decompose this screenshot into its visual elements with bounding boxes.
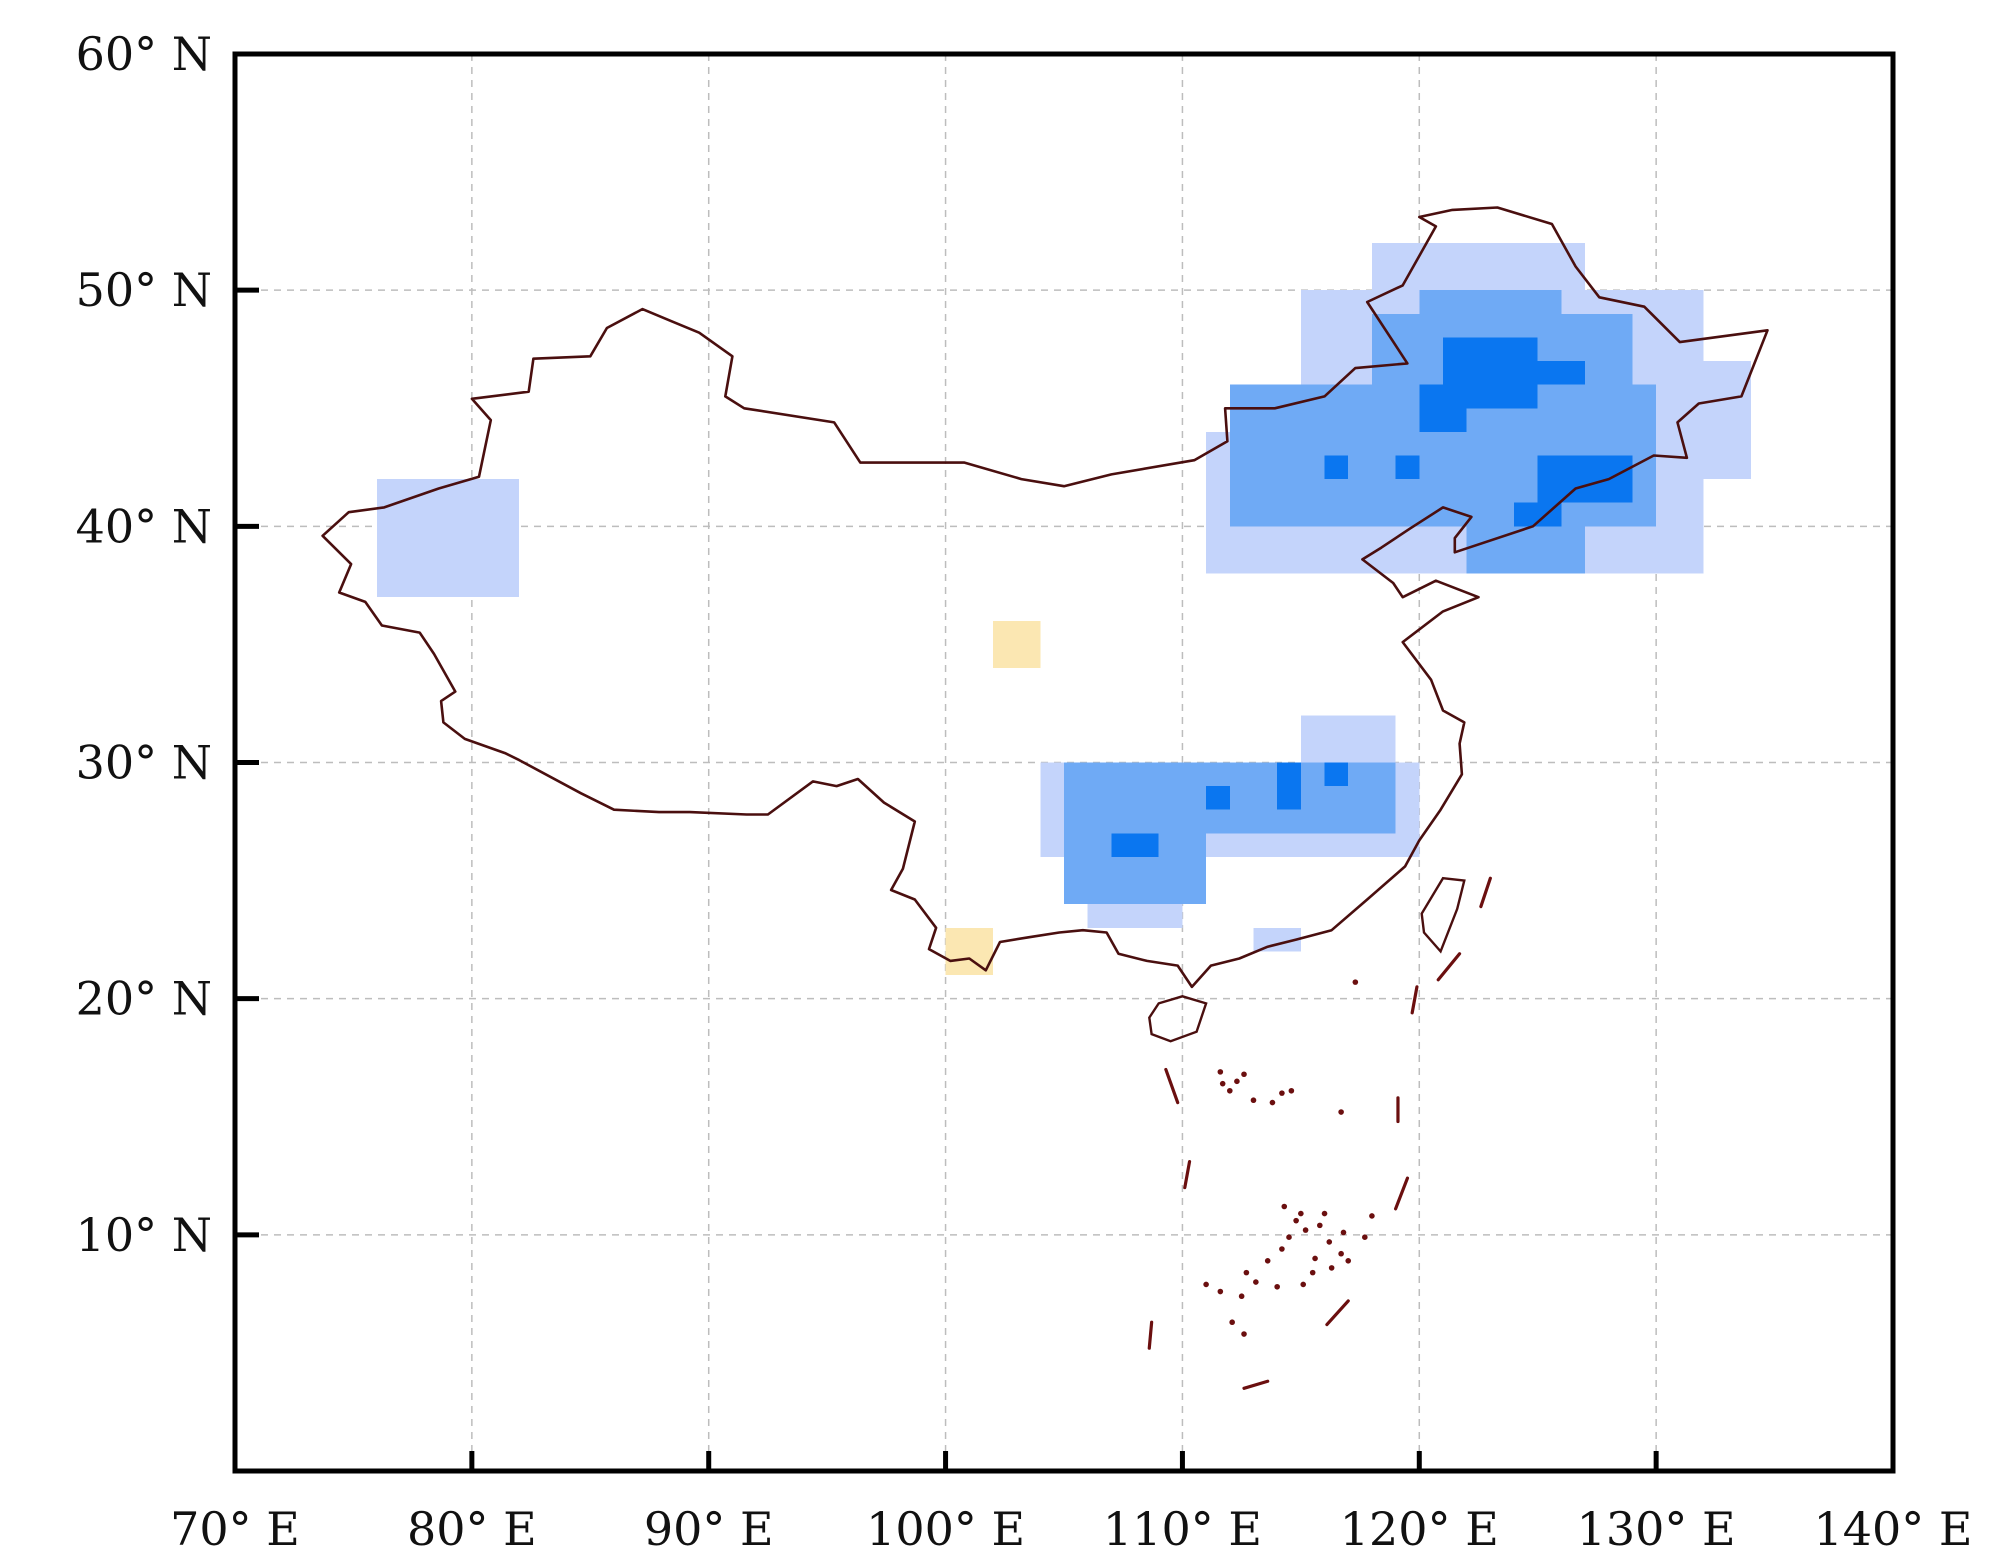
island-dot-24 — [1238, 1293, 1245, 1300]
island-dot-25 — [1274, 1283, 1280, 1290]
nine-dash-line-segment-0 — [1164, 1067, 1180, 1105]
y-tick-label-10: 10° N — [76, 1208, 212, 1262]
island-dot-6 — [1269, 1099, 1276, 1106]
data-cell-light-blue-5 — [1371, 242, 1586, 291]
nine-dash-line-segment-5 — [1393, 1176, 1410, 1211]
data-cell-medium-blue-10 — [1466, 526, 1586, 574]
island-dot-31 — [1229, 1319, 1235, 1326]
nine-dash-line-segment-1 — [1183, 1160, 1192, 1190]
y-tick-label-20: 20° N — [76, 972, 212, 1026]
y-tick-label-50: 50° N — [76, 263, 212, 317]
nine-dash-line-segment-8 — [1436, 952, 1462, 982]
island-dot-14 — [1293, 1217, 1299, 1224]
island-dot-32 — [1203, 1281, 1209, 1288]
island-dot-37 — [1286, 1234, 1292, 1240]
hainan-island-outline — [1148, 995, 1208, 1043]
island-dot-15 — [1302, 1227, 1309, 1233]
island-dot-3 — [1227, 1087, 1233, 1094]
x-tick-label-80: 80° E — [407, 1502, 537, 1556]
island-dot-8 — [1250, 1097, 1257, 1104]
nine-dash-line-segment-2 — [1147, 1320, 1154, 1350]
island-dot-26 — [1300, 1281, 1307, 1288]
x-tick-label-100: 100° E — [866, 1502, 1025, 1556]
data-cell-dark-blue-26 — [1277, 762, 1301, 810]
island-dot-5 — [1279, 1090, 1285, 1096]
data-cell-light-yellow-1 — [992, 620, 1041, 669]
y-tick-label-40: 40° N — [76, 499, 212, 553]
data-cell-dark-blue-16 — [1324, 455, 1349, 480]
taiwan-island-outline — [1420, 876, 1466, 954]
data-cell-dark-blue-13 — [1537, 361, 1586, 385]
data-cell-light-blue-20 — [1300, 715, 1396, 763]
data-cell-dark-blue-15 — [1514, 502, 1562, 527]
nine-dash-line-segment-4 — [1325, 1299, 1350, 1327]
x-tick-label-90: 90° E — [644, 1502, 774, 1556]
data-cell-dark-blue-27 — [1324, 762, 1349, 787]
x-tick-label-70: 70° E — [170, 1502, 300, 1556]
y-tick-label-60: 60° N — [76, 27, 212, 81]
data-cell-dark-blue-25 — [1206, 786, 1230, 810]
island-dot-30 — [1241, 1331, 1247, 1337]
island-dot-0 — [1234, 1078, 1240, 1085]
y-tick-label-30: 30° N — [76, 736, 212, 790]
x-tick-label-140: 140° E — [1813, 1502, 1972, 1556]
island-dot-17 — [1326, 1239, 1333, 1245]
island-dot-34 — [1309, 1269, 1316, 1276]
island-dot-12 — [1362, 1234, 1368, 1240]
data-cell-light-yellow-2 — [945, 927, 993, 976]
data-cell-light-blue-0 — [377, 479, 520, 598]
data-cell-medium-blue-9 — [1419, 290, 1562, 314]
china-border-outline — [321, 206, 1769, 989]
island-dot-4 — [1217, 1069, 1224, 1075]
island-dot-29 — [1321, 1210, 1328, 1217]
island-dot-16 — [1317, 1222, 1323, 1229]
nine-dash-line-segment-9 — [1479, 876, 1492, 909]
island-dot-18 — [1338, 1250, 1344, 1257]
nine-dash-line-segment-3 — [1242, 1379, 1270, 1390]
island-dot-27 — [1328, 1265, 1335, 1271]
data-cells — [377, 242, 1751, 976]
island-dot-28 — [1345, 1258, 1352, 1264]
y-axis-ticks: 10° N 20° N 30° N 40° N 50° N 60° N — [76, 27, 259, 1262]
data-cell-light-blue-21 — [1253, 927, 1301, 952]
data-cell-dark-blue-24 — [1111, 833, 1159, 857]
island-dot-1 — [1241, 1071, 1247, 1078]
island-dot-19 — [1312, 1255, 1318, 1262]
island-dot-7 — [1288, 1087, 1295, 1094]
x-tick-label-110: 110° E — [1103, 1502, 1262, 1556]
island-dot-2 — [1219, 1080, 1226, 1087]
island-dot-33 — [1217, 1288, 1224, 1295]
island-dot-21 — [1264, 1258, 1271, 1264]
data-cell-medium-blue-23 — [1206, 762, 1396, 834]
data-cell-dark-blue-12 — [1419, 384, 1467, 432]
x-tick-label-120: 120° E — [1340, 1502, 1499, 1556]
island-dot-36 — [1298, 1210, 1304, 1217]
nine-dash-line-segment-7 — [1410, 985, 1419, 1015]
island-dot-9 — [1338, 1109, 1344, 1115]
china-boundary — [321, 206, 1769, 1390]
island-dot-22 — [1243, 1269, 1250, 1276]
island-dot-23 — [1253, 1279, 1259, 1285]
island-dot-35 — [1340, 1229, 1347, 1236]
island-dot-13 — [1281, 1203, 1288, 1210]
data-cell-dark-blue-17 — [1395, 455, 1420, 480]
island-dot-10 — [1352, 979, 1359, 985]
x-tick-label-130: 130° E — [1577, 1502, 1736, 1556]
x-axis-ticks: 70° E 80° E 90° E 100° E 110° E 120° E 130° E 1… — [170, 1451, 1973, 1556]
island-dot-20 — [1279, 1246, 1285, 1252]
data-cell-dark-blue-14 — [1537, 455, 1633, 503]
island-dot-11 — [1369, 1213, 1375, 1219]
